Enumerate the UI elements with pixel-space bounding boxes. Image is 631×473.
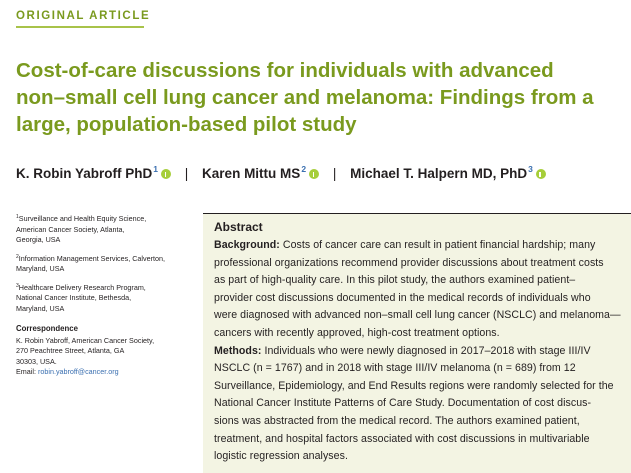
correspondence-line: 30303, USA. [16, 356, 57, 366]
affiliation-line: Maryland, USA [16, 264, 65, 273]
abstract-line: treatment, and hospital factors associat… [214, 432, 590, 445]
affiliation-sup: 2 [16, 253, 19, 260]
affiliation-text: Healthcare Delivery Research Program, [18, 282, 146, 292]
author-list: K. Robin Yabroff PhD1 | Karen Mittu MS2 … [16, 164, 616, 181]
author-separator: | [184, 166, 189, 181]
author-name[interactable]: Michael T. Halpern MD, PhD [350, 166, 528, 181]
author-separator: | [332, 166, 337, 181]
author-affiliation-sup[interactable]: 1 [153, 164, 158, 174]
orcid-icon[interactable] [309, 169, 320, 179]
abstract-heading: Abstract [214, 220, 263, 234]
correspondence-line: 270 Peachtree Street, Atlanta, GA [16, 346, 125, 355]
correspondence-email-row: Email: robin.yabroff@cancer.org [16, 367, 196, 378]
affiliation-line: 1Surveillance and Health Equity Science, [16, 212, 196, 225]
abstract-line: sions was abstracted from the medical re… [214, 414, 580, 427]
affiliation-sup: 1 [16, 214, 19, 220]
article-type-label: ORIGINAL ARTICLE [16, 10, 151, 22]
affiliation: 2Information Management Services, Calver… [16, 252, 196, 275]
orcid-icon[interactable] [161, 169, 171, 179]
abstract-line: as part of high-quality care. In this pi… [214, 274, 576, 287]
article-type-rule [16, 26, 144, 28]
methods-label: Methods: [214, 344, 262, 357]
title-line: large, population-based pilot study [16, 113, 357, 136]
affiliation-line: American Cancer Society, Atlanta, [16, 224, 125, 234]
affiliations-column: 1Surveillance and Health Equity Science,… [16, 212, 196, 378]
abstract-line: Methods: Individuals who were newly diag… [214, 343, 621, 361]
abstract-line: Surveillance, Epidemiology, and End Resu… [214, 379, 614, 392]
affiliation-sup: 3 [16, 282, 19, 289]
affiliation-line: Maryland, USA [16, 303, 65, 313]
abstract-text: Costs of cancer care can result in patie… [279, 239, 596, 251]
affiliation-text: Surveillance and Health Equity Science, [18, 214, 147, 223]
title-line: Cost-of-care discussions for individuals… [16, 59, 554, 82]
abstract-line: provider cost discussions documented in … [214, 291, 591, 304]
abstract-line: NSCLC (n = 1767) and in 2018 with stage … [214, 362, 576, 375]
article-title: Cost-of-care discussions for individuals… [16, 57, 616, 138]
affiliation-line: 3Healthcare Delivery Research Program, [16, 281, 196, 294]
author-affiliation-sup[interactable]: 3 [528, 164, 533, 174]
correspondence-heading: Correspondence [16, 324, 78, 333]
abstract-line: Background: Costs of cancer care can res… [214, 237, 621, 255]
orcid-icon[interactable] [535, 169, 546, 179]
abstract-text: Individuals who were newly diagnosed in … [261, 344, 591, 357]
affiliation-line: 2Information Management Services, Calver… [16, 252, 196, 265]
affiliation: 3Healthcare Delivery Research Program, N… [16, 281, 196, 315]
abstract-line: cancers with recently approved, high-cos… [214, 326, 500, 339]
affiliation: 1Surveillance and Health Equity Science,… [16, 212, 196, 246]
abstract-line: National Cancer Institute Patterns of Ca… [214, 397, 592, 410]
affiliation-line: Georgia, USA [16, 235, 61, 244]
abstract-line: professional organizations recommend pro… [214, 256, 604, 269]
correspondence-line: K. Robin Yabroff, American Cancer Societ… [16, 335, 155, 345]
affiliation-line: National Cancer Institute, Bethesda, [16, 293, 132, 302]
email-label: Email: [16, 367, 38, 376]
author-name[interactable]: Karen Mittu MS [202, 166, 301, 181]
background-label: Background: [214, 239, 280, 251]
author-affiliation-sup[interactable]: 2 [301, 164, 307, 174]
affiliation-text: Information Management Services, Calvert… [18, 253, 165, 263]
title-line: non–small cell lung cancer and melanoma:… [16, 86, 594, 109]
abstract-line: logistic regression analyses. [214, 450, 348, 463]
abstract-line: were diagnosed with advanced non–small c… [214, 309, 621, 322]
email-link[interactable]: robin.yabroff@cancer.org [37, 367, 119, 376]
abstract-box: Abstract Background: Costs of cancer car… [203, 213, 631, 473]
author-name[interactable]: K. Robin Yabroff PhD [16, 166, 153, 181]
